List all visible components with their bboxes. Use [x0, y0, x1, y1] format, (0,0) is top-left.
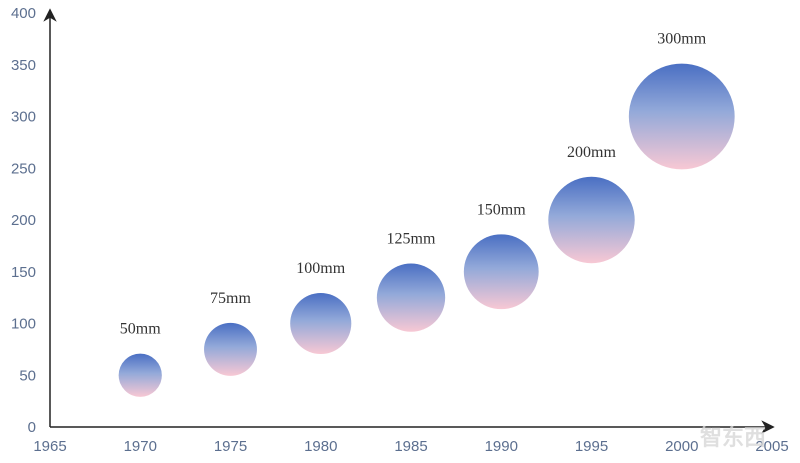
bubble-label: 200mm [567, 144, 616, 161]
watermark-logo: 智东西 [700, 425, 766, 451]
bubble [290, 292, 352, 355]
y-tick-label: 50 [19, 367, 36, 384]
bubble [376, 263, 446, 332]
bubble-label: 50mm [120, 321, 161, 338]
x-tick-label: 1970 [124, 438, 157, 455]
svg-text:智东西: 智东西 [700, 425, 766, 451]
y-tick-label: 150 [11, 264, 36, 281]
y-tick-label: 400 [11, 5, 36, 22]
bubble [463, 234, 539, 310]
bubble-label: 150mm [477, 201, 526, 218]
x-tick-label: 2005 [755, 438, 788, 455]
x-tick-label: 1980 [304, 438, 337, 455]
x-tick-label: 1985 [394, 438, 427, 455]
y-tick-label: 250 [11, 160, 36, 177]
bubble [204, 322, 257, 376]
bubble [628, 63, 735, 170]
x-tick-label: 1965 [33, 438, 66, 455]
x-tick-label: 1975 [214, 438, 247, 455]
bubble-label: 75mm [210, 290, 251, 307]
y-tick-label: 0 [28, 419, 36, 436]
bubble-label: 300mm [657, 31, 706, 48]
bubble-label: 125mm [387, 230, 436, 247]
bubble-label: 100mm [296, 260, 345, 277]
y-tick-label: 100 [11, 316, 36, 333]
x-tick-label: 1995 [575, 438, 608, 455]
bubble [118, 353, 162, 397]
y-tick-label: 350 [11, 57, 36, 74]
bubble [548, 176, 635, 264]
x-tick-label: 1990 [485, 438, 518, 455]
x-tick-label: 2000 [665, 438, 698, 455]
y-tick-label: 300 [11, 109, 36, 126]
y-tick-label: 200 [11, 212, 36, 229]
